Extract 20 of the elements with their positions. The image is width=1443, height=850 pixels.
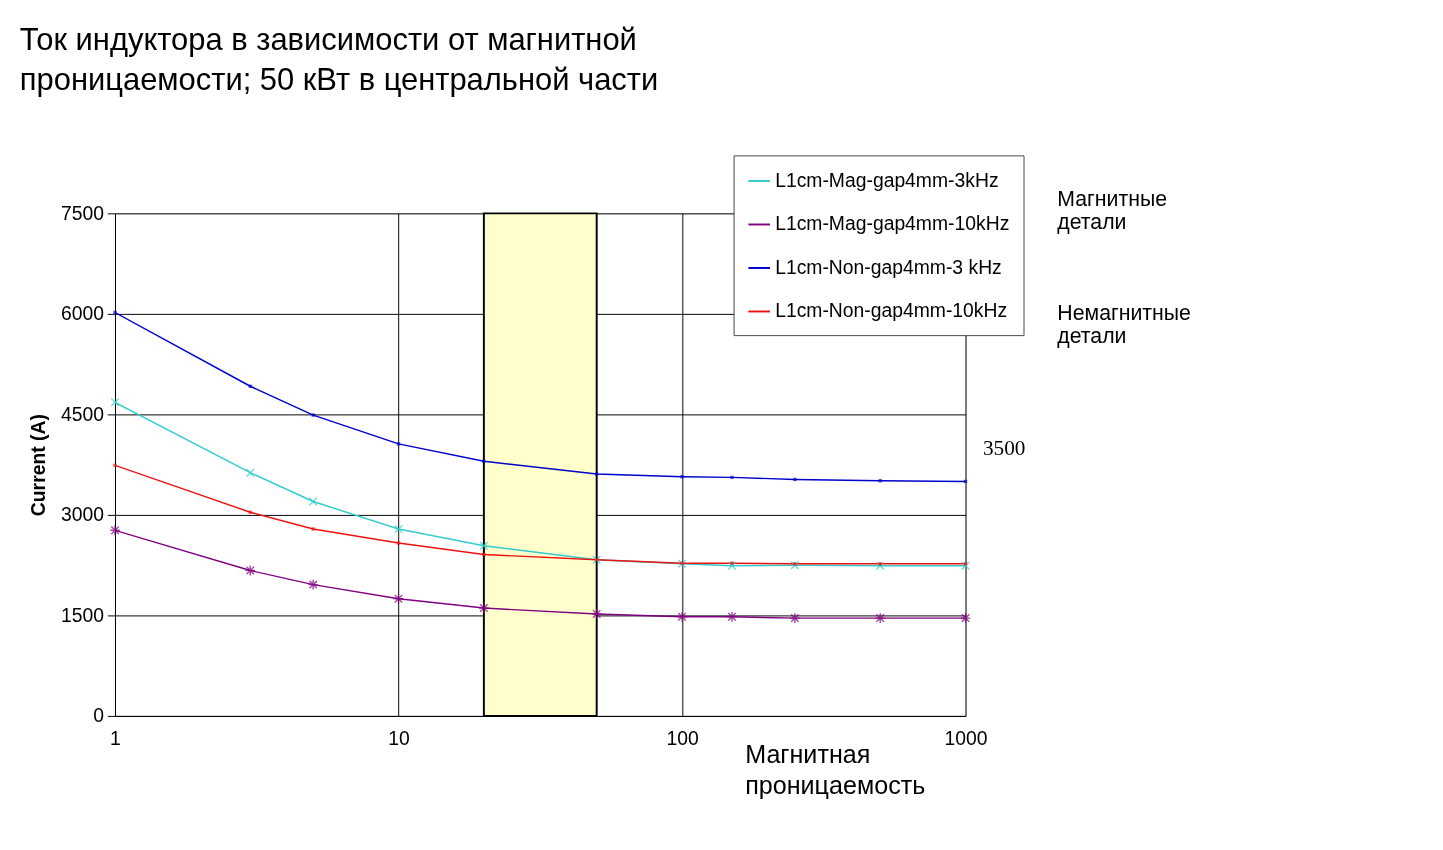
x-tick-label: 10	[388, 728, 410, 750]
chart-title: Ток индуктора в зависимости от магнитной проницаемости; 50 кВт в центральной части	[19, 21, 659, 98]
legend-label: L1cm-Mag-gap4mm-3kHz	[775, 169, 999, 191]
y-tick-label: 4500	[60, 403, 104, 425]
text: Магнитные детали	[1057, 186, 1168, 234]
y-tick-label: 6000	[60, 303, 104, 325]
legend-label: L1cm-Non-gap4mm-3 kHz	[775, 256, 1002, 278]
text: Немагнитные детали	[1057, 300, 1191, 348]
x-tick-label: 1	[110, 728, 121, 750]
y-tick-label: 1500	[60, 604, 104, 626]
x-tick-label: 1000	[944, 728, 988, 750]
x-axis-title: Магнитная проницаемость	[745, 740, 926, 800]
x-tick-label: 100	[666, 728, 699, 750]
legend-label: L1cm-Mag-gap4mm-10kHz	[775, 213, 1010, 235]
y-tick-label: 0	[93, 705, 104, 727]
y-tick-label: 3000	[60, 504, 104, 526]
y-tick-label: 7500	[60, 202, 104, 224]
legend-label: L1cm-Non-gap4mm-10kHz	[775, 300, 1008, 322]
annotation: 3500	[982, 436, 1026, 461]
y-axis-title: Current (A)	[28, 414, 50, 517]
